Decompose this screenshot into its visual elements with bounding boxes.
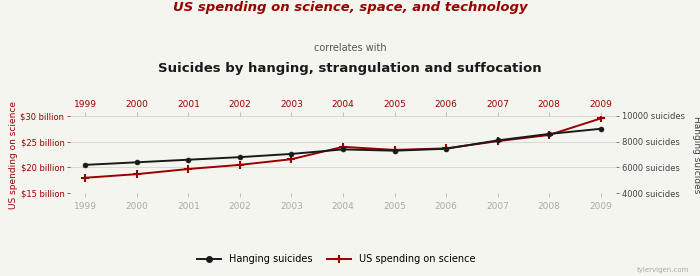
Y-axis label: Hanging suicides: Hanging suicides <box>692 116 700 193</box>
Legend: Hanging suicides, US spending on science: Hanging suicides, US spending on science <box>193 251 480 268</box>
Text: US spending on science, space, and technology: US spending on science, space, and techn… <box>173 1 527 14</box>
Text: tylervigen.com: tylervigen.com <box>637 267 690 273</box>
Text: Suicides by hanging, strangulation and suffocation: Suicides by hanging, strangulation and s… <box>158 62 542 75</box>
Text: correlates with: correlates with <box>314 43 386 53</box>
Y-axis label: US spending on science: US spending on science <box>8 100 18 209</box>
